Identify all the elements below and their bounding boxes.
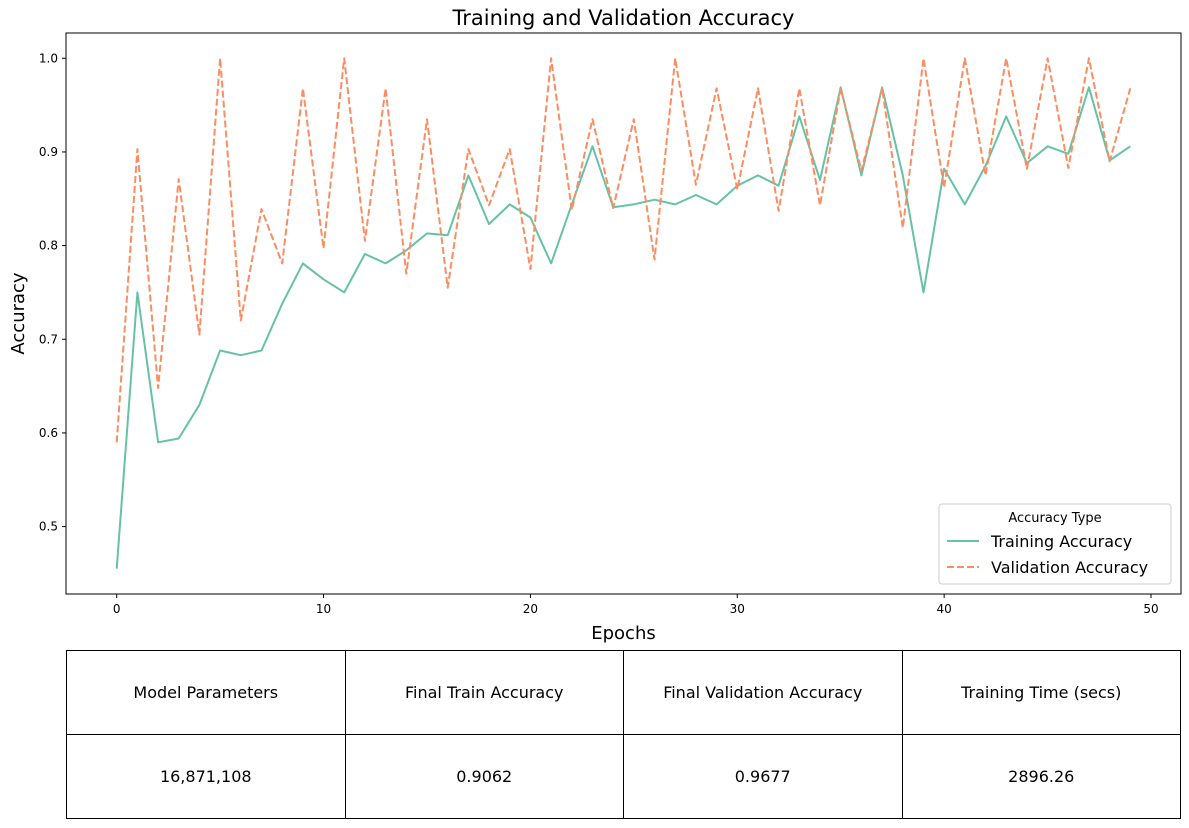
value-final-validation-accuracy: 0.9677 xyxy=(623,734,903,819)
x-axis-label: Epochs xyxy=(591,623,656,644)
value-model-parameters: 16,871,108 xyxy=(66,734,346,819)
y-tick-label: 0.6 xyxy=(39,426,58,440)
y-tick-label: 0.5 xyxy=(39,520,58,534)
header-training-time: Training Time (secs) xyxy=(901,650,1181,735)
table-value-row: 16,871,108 0.9062 0.9677 2896.26 xyxy=(66,734,1181,819)
chart-title: Training and Validation Accuracy xyxy=(452,6,795,30)
table-header-row: Model Parameters Final Train Accuracy Fi… xyxy=(66,650,1181,735)
x-tick-label: 50 xyxy=(1143,602,1158,616)
header-final-train-accuracy: Final Train Accuracy xyxy=(344,650,624,735)
legend-title: Accuracy Type xyxy=(1008,511,1101,526)
y-axis-ticks: 0.5 0.6 0.7 0.8 0.9 1.0 xyxy=(39,51,66,534)
y-tick-label: 1.0 xyxy=(39,51,58,65)
value-final-train-accuracy: 0.9062 xyxy=(344,734,624,819)
accuracy-chart: Training and Validation Accuracy 0.50.60… xyxy=(8,6,1182,644)
value-training-time: 2896.26 xyxy=(901,734,1181,819)
x-tick-label: 40 xyxy=(936,602,951,616)
x-tick-label: 20 xyxy=(523,602,538,616)
legend-label-validation: Validation Accuracy xyxy=(991,558,1148,577)
series-line-validation-accuracy xyxy=(115,57,1132,443)
series-layer xyxy=(115,57,1132,569)
header-final-validation-accuracy: Final Validation Accuracy xyxy=(623,650,903,735)
y-tick-label: 0.8 xyxy=(39,239,58,253)
plot-frame xyxy=(65,32,1182,595)
legend-box xyxy=(938,503,1172,585)
y-tick-label: 0.7 xyxy=(39,332,58,346)
legend: Accuracy Type Training Accuracy Validati… xyxy=(938,503,1172,585)
y-axis-label: Accuracy xyxy=(8,272,29,355)
legend-label-training: Training Accuracy xyxy=(990,532,1132,551)
y-tick-label: 0.9 xyxy=(39,145,58,159)
x-axis-ticks: 0 10 20 30 40 50 xyxy=(113,594,1159,616)
x-tick-label: 10 xyxy=(316,602,331,616)
header-model-parameters: Model Parameters xyxy=(66,650,346,735)
x-tick-label: 30 xyxy=(730,602,745,616)
summary-table: Model Parameters Final Train Accuracy Fi… xyxy=(66,650,1181,819)
x-tick-label: 0 xyxy=(113,602,121,616)
series-line-training-accuracy xyxy=(115,86,1131,569)
